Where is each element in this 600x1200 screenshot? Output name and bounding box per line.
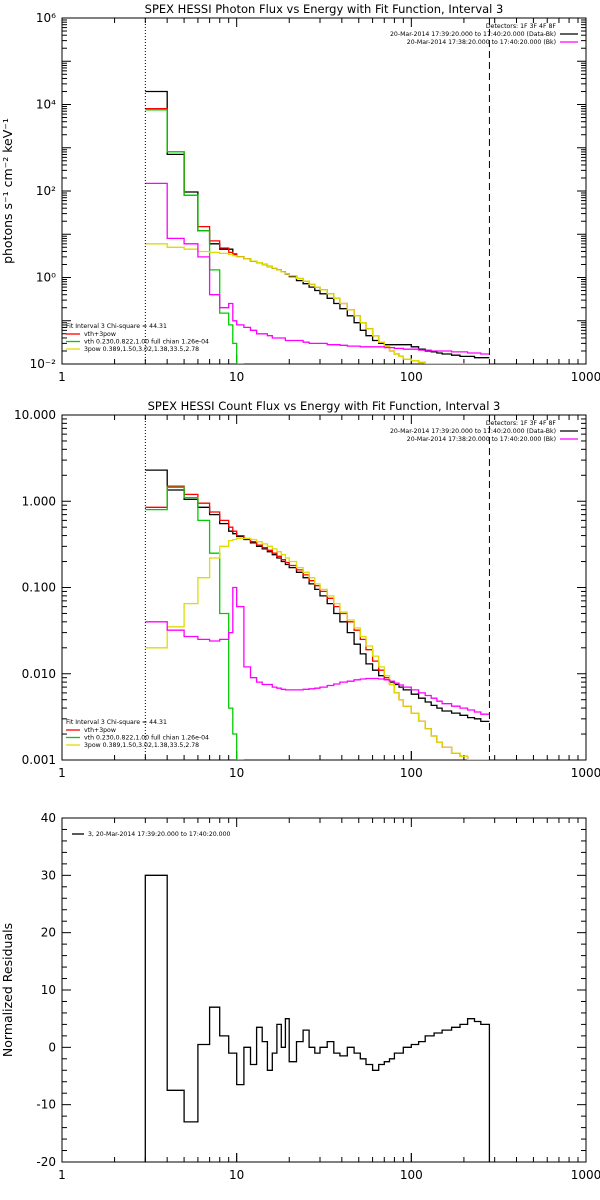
y-tick-label: 40 <box>41 811 56 825</box>
legend-text: 20-Mar-2014 17:38:20.000 to 17:40:20.000… <box>407 39 556 46</box>
y-tick-label: 0.100 <box>22 581 56 595</box>
x-tick-label: 1 <box>58 370 66 384</box>
y-axis-label: photons s⁻¹ cm⁻² keV⁻¹ <box>0 118 15 264</box>
y-tick-label: 10⁴ <box>36 98 56 112</box>
x-tick-label: 1000 <box>571 370 600 384</box>
x-tick-label: 1000 <box>571 1168 600 1182</box>
y-tick-label: 10.000 <box>14 408 56 422</box>
legend-bottom-left: Fit Interval 3 Chi-square = 44.31vth+3po… <box>66 719 209 749</box>
series-line-3 <box>145 243 490 364</box>
plot-frame <box>61 17 587 365</box>
y-tick-label: 10⁻² <box>30 357 57 371</box>
legend-title: Fit Interval 3 Chi-square = 44.31 <box>66 323 167 330</box>
x-tick-label: 10 <box>229 766 244 780</box>
series-line-2 <box>145 109 244 364</box>
count-flux-panel: SPEX HESSI Count Flux vs Energy with Fit… <box>14 399 600 780</box>
series-line-3 <box>145 537 490 760</box>
x-tick-label: 1000 <box>571 766 600 780</box>
legend-text: 20-Mar-2014 17:39:20.000 to 17:40:20.000… <box>390 31 556 38</box>
y-axis: -20 -10 0 10 20 30 40 <box>36 811 586 1169</box>
y-tick-label: 10 <box>41 983 56 997</box>
x-tick-label: 100 <box>400 766 423 780</box>
x-tick-label: 1 <box>58 1168 66 1182</box>
legend-text: 20-Mar-2014 17:38:20.000 to 17:40:20.000… <box>407 436 556 443</box>
x-axis: 1 10 100 1000 <box>58 415 600 780</box>
x-tick-label: 1 <box>58 766 66 780</box>
series-line-0 <box>144 874 491 1162</box>
plot-frame <box>61 414 587 761</box>
legend-text: vth 0.230,0.822,1.00 full chian 1.26e-04 <box>84 339 209 346</box>
legend-text: 3pow 0.389,1.50,3.02,1.38,33.5,2.78 <box>84 346 199 353</box>
y-axis: 0.001 0.010 0.100 1.000 10.000 <box>14 408 586 767</box>
legend-text: Detectors: 1F 3F 4F 8F <box>486 420 557 427</box>
y-tick-label: 20 <box>41 926 56 940</box>
x-tick-label: 100 <box>400 370 423 384</box>
legend-text: vth+3pow <box>84 727 116 734</box>
y-tick-label: -20 <box>36 1155 56 1169</box>
y-tick-label: -10 <box>36 1098 56 1112</box>
x-tick-label: 100 <box>400 1168 423 1182</box>
y-axis: 10⁻² 10⁰ 10² 10⁴ 10⁶ <box>30 11 586 371</box>
y-axis-label: Normalized Residuals <box>0 923 15 1057</box>
series-line-4 <box>145 182 490 355</box>
legend-text: 3pow 0.389,1.50,3.02,1.38,33.5,2.78 <box>84 742 199 749</box>
x-axis: 1 10 100 1000 <box>58 818 600 1182</box>
y-tick-label: 0 <box>48 1040 56 1054</box>
x-tick-label: 10 <box>229 370 244 384</box>
y-tick-label: 10² <box>36 184 56 198</box>
series-line-2 <box>145 486 244 760</box>
series-group <box>145 90 490 364</box>
series-line-1 <box>145 108 490 364</box>
plot-frame <box>61 817 587 1163</box>
y-tick-label: 10⁶ <box>36 11 56 25</box>
legend-top-left: 3, 20-Mar-2014 17:39:20.000 to 17:40:20.… <box>72 831 231 838</box>
series-group <box>144 874 491 1162</box>
y-tick-label: 0.010 <box>22 667 56 681</box>
y-tick-label: 1.000 <box>22 494 56 508</box>
y-tick-label: 10⁰ <box>36 271 56 285</box>
legend-text: vth+3pow <box>84 331 116 338</box>
series-line-4 <box>145 586 490 715</box>
legend-text: Detectors: 1F 3F 4F 8F <box>486 23 557 30</box>
legend-title: Fit Interval 3 Chi-square = 44.31 <box>66 719 167 726</box>
legend-text: vth 0.230,0.822,1.00 full chian 1.26e-04 <box>84 735 209 742</box>
legend-text: 3, 20-Mar-2014 17:39:20.000 to 17:40:20.… <box>88 831 231 838</box>
x-tick-label: 10 <box>229 1168 244 1182</box>
series-line-0 <box>145 469 490 723</box>
series-line-0 <box>145 90 490 359</box>
residuals-panel: 1 10 100 1000 -20 -10 0 10 20 30 40 Normalized Resi… <box>0 811 600 1182</box>
legend-bottom-left: Fit Interval 3 Chi-square = 44.31vth+3po… <box>66 323 209 353</box>
y-tick-label: 30 <box>41 868 56 882</box>
x-axis: 1 10 100 1000 <box>58 18 600 384</box>
photon-flux-panel: SPEX HESSI Photon Flux vs Energy with Fi… <box>0 2 600 384</box>
y-tick-label: 0.001 <box>22 753 56 767</box>
legend-text: 20-Mar-2014 17:39:20.000 to 17:40:20.000… <box>390 428 556 435</box>
chart-title: SPEX HESSI Photon Flux vs Energy with Fi… <box>145 2 504 16</box>
series-group <box>145 469 490 760</box>
series-line-1 <box>145 485 490 760</box>
chart-title: SPEX HESSI Count Flux vs Energy with Fit… <box>148 399 501 413</box>
